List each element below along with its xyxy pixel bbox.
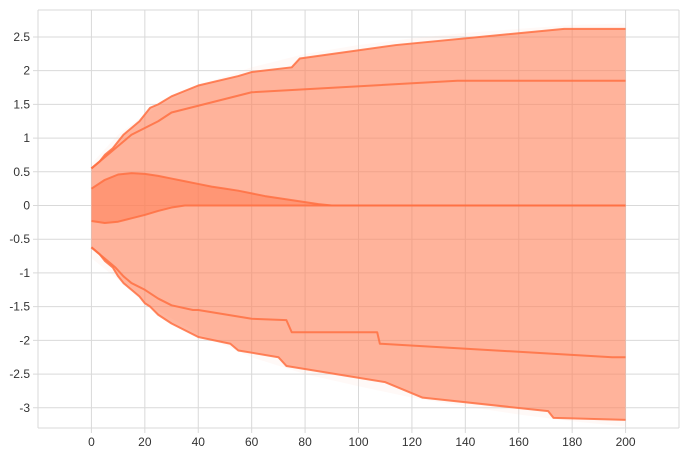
x-tick-label: 120 (402, 435, 422, 449)
x-tick-label: 200 (616, 435, 636, 449)
x-tick-label: 80 (298, 435, 312, 449)
x-tick-label: 140 (455, 435, 475, 449)
x-tick-label: 100 (348, 435, 368, 449)
x-tick-label: 60 (245, 435, 259, 449)
y-tick-label: -2 (19, 333, 30, 347)
series-line-2 (90, 79, 626, 170)
y-tick-label: -1.5 (9, 300, 30, 314)
y-tick-label: 1.5 (13, 97, 30, 111)
series-line-4 (91, 204, 626, 225)
y-tick-label: -1 (19, 266, 30, 280)
y-tick-label: -0.5 (9, 232, 30, 246)
confidence-band-2 (91, 28, 626, 420)
x-tick-label: 40 (192, 435, 206, 449)
x-tick-label: 0 (88, 435, 95, 449)
y-tick-label: 0 (23, 199, 30, 213)
y-tick-label: 2 (23, 64, 30, 78)
y-tick-label: -3 (19, 401, 30, 415)
y-tick-label: 0.5 (13, 165, 30, 179)
y-tick-label: 1 (23, 131, 30, 145)
axes: 0 20 40 60 80 100 120 140 160 180 200 2.5 2 1.5 1 0.5 0 -… (9, 30, 636, 449)
series-line-5 (90, 246, 626, 359)
series-line-1 (90, 27, 626, 170)
y-tick-label: -2.5 (9, 367, 30, 381)
confidence-bands (91, 23, 626, 427)
x-tick-label: 160 (509, 435, 529, 449)
x-tick-label: 180 (562, 435, 582, 449)
confidence-band-3 (91, 173, 626, 224)
series-lines (90, 27, 626, 421)
y-tick-label: 2.5 (13, 30, 30, 44)
series-line-6 (90, 246, 626, 421)
x-tick-label: 20 (138, 435, 152, 449)
series-line-3 (90, 172, 626, 207)
